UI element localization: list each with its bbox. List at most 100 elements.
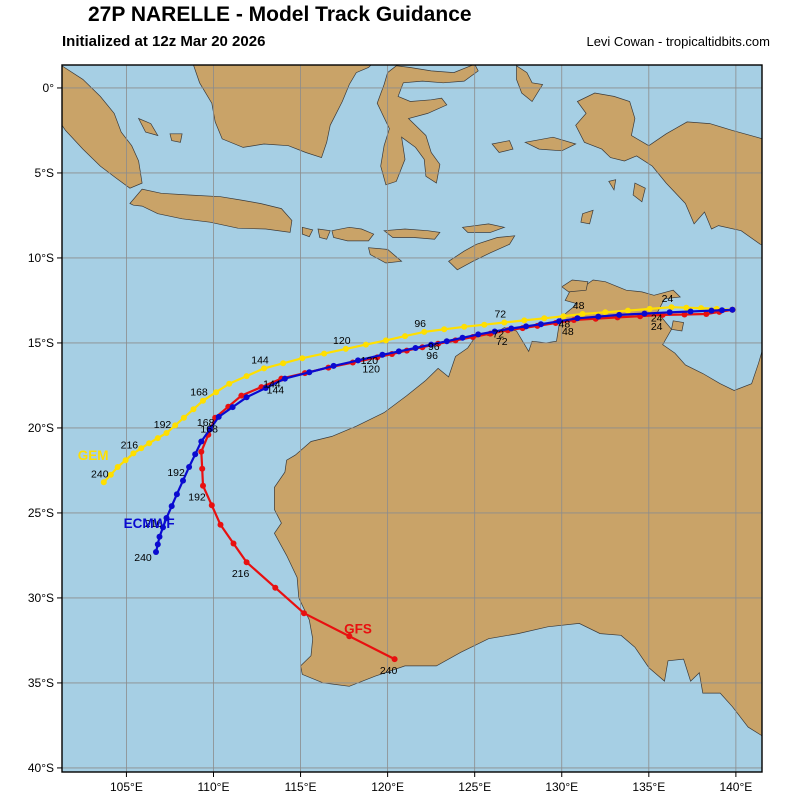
- track-marker-gem: [138, 445, 145, 452]
- chart-subtitle: Initialized at 12z Mar 20 2026: [62, 33, 266, 50]
- track-marker-gem: [321, 350, 328, 357]
- hour-label-gfs: 240: [380, 665, 398, 677]
- hour-label-gfs: 168: [200, 424, 218, 436]
- track-marker-ecmwf: [153, 549, 159, 555]
- track-marker-gfs: [217, 521, 224, 528]
- x-tick-label: 125°E: [458, 780, 491, 794]
- track-marker-gem: [481, 321, 488, 328]
- track-marker-ecmwf: [262, 385, 269, 391]
- track-marker-gem: [107, 471, 114, 478]
- track-marker-gem: [646, 305, 653, 312]
- track-marker-gem: [668, 304, 675, 311]
- track-marker-ecmwf: [173, 491, 180, 498]
- hour-label-ecmwf: 216: [145, 518, 163, 530]
- track-marker-gem: [602, 309, 609, 316]
- hour-label-gem: 24: [662, 293, 674, 305]
- y-tick-label: 30°S: [28, 591, 54, 605]
- hour-label-gfs: 216: [232, 568, 250, 580]
- track-marker-ecmwf: [616, 311, 623, 318]
- track-marker-gem: [579, 311, 586, 317]
- land-sumbawa: [331, 226, 375, 242]
- model-label-ecmwf: ECMWF: [124, 516, 175, 531]
- track-marker-gem: [541, 315, 548, 322]
- y-tick-label: 40°S: [28, 761, 54, 775]
- hour-label-ecmwf: 48: [559, 318, 571, 330]
- track-marker-gem: [683, 304, 690, 311]
- land-tiwi-islands: [561, 279, 589, 293]
- land-timor: [448, 235, 516, 271]
- hour-label-ecmwf: 240: [134, 552, 152, 564]
- track-marker-ecmwf: [207, 426, 213, 433]
- track-marker-gem: [342, 345, 349, 352]
- land-kai-islands: [608, 179, 617, 191]
- track-marker-ecmwf: [306, 369, 313, 376]
- hour-label-ecmwf: 168: [197, 417, 215, 429]
- hour-label-gem: 216: [121, 439, 139, 451]
- track-marker-ecmwf: [198, 438, 205, 445]
- plot-frame: [61, 64, 763, 773]
- track-marker-ecmwf: [160, 524, 166, 531]
- track-marker-ecmwf: [330, 362, 337, 369]
- land-australia: [273, 279, 762, 737]
- track-ecmwf: [153, 306, 736, 555]
- chart-title: 27P NARELLE - Model Track Guidance: [88, 3, 472, 26]
- hour-label-gem: 144: [251, 354, 269, 366]
- track-marker-ecmwf: [595, 313, 602, 320]
- hour-label-gfs: 24: [651, 321, 663, 333]
- track-marker-gfs: [272, 584, 279, 591]
- hour-label-gem: 96: [414, 318, 426, 330]
- track-marker-gfs: [301, 610, 307, 617]
- track-marker-gem: [180, 414, 187, 421]
- track-marker-gem: [362, 341, 369, 348]
- y-tick-label: 35°S: [28, 676, 54, 690]
- track-marker-gfs: [230, 540, 237, 547]
- track-marker-ecmwf: [475, 331, 482, 338]
- land-bangka: [137, 117, 159, 137]
- track-marker-ecmwf: [281, 375, 288, 382]
- track-marker-ecmwf: [443, 338, 450, 345]
- x-tick-label: 135°E: [632, 780, 665, 794]
- land-buru: [491, 140, 514, 153]
- track-marker-ecmwf: [641, 310, 648, 317]
- track-marker-ecmwf: [666, 309, 673, 316]
- hour-label-ecmwf: 192: [167, 467, 185, 479]
- axes: 105°E 110°E 115°E 120°E 125°E 130°E 135°E 140°E…: [28, 81, 752, 794]
- track-marker-gfs: [243, 559, 250, 566]
- land-lombok: [317, 228, 331, 240]
- track-marker-ecmwf: [163, 515, 170, 521]
- track-marker-ecmwf: [508, 325, 515, 332]
- track-marker-gem: [261, 365, 267, 372]
- track-marker-ecmwf: [186, 464, 193, 470]
- x-tick-label: 130°E: [545, 780, 578, 794]
- track-marker-gem: [243, 373, 250, 380]
- track-marker-gem: [226, 380, 233, 387]
- track-marker-gfs: [703, 311, 710, 317]
- credit-text: Levi Cowan - tropicaltidbits.com: [586, 34, 770, 49]
- track-marker-ecmwf: [168, 503, 175, 510]
- land-belitung: [169, 133, 183, 143]
- track-marker-gfs: [208, 502, 215, 509]
- track-marker-gem: [382, 337, 389, 344]
- track-marker-ecmwf: [729, 306, 736, 313]
- hour-label-ecmwf: 96: [428, 341, 440, 353]
- model-label-gfs: GFS: [344, 622, 372, 637]
- land-aru-islands: [632, 182, 646, 203]
- hour-label-gem: 192: [154, 419, 172, 431]
- track-marker-ecmwf: [229, 404, 236, 411]
- y-tick-label: 5°S: [35, 166, 54, 180]
- track-marker-gem: [200, 397, 206, 404]
- track-marker-gem: [154, 435, 161, 442]
- track-marker-ecmwf: [459, 334, 466, 341]
- track-marker-ecmwf: [428, 341, 435, 348]
- track-marker-ecmwf: [523, 323, 530, 330]
- land-tanimbar-islands: [580, 209, 594, 225]
- hour-labels: 24 48 72 96 120 144 168 192 216 240 24 48 72 96 120 144…: [91, 293, 673, 677]
- track-marker-ecmwf: [355, 357, 361, 364]
- y-tick-label: 0°: [43, 81, 55, 95]
- track-marker-gfs: [681, 311, 688, 318]
- track-marker-ecmwf: [180, 477, 186, 484]
- track-marker-ecmwf: [574, 315, 581, 322]
- track-marker-gfs: [198, 448, 205, 455]
- track-marker-gem: [213, 389, 220, 396]
